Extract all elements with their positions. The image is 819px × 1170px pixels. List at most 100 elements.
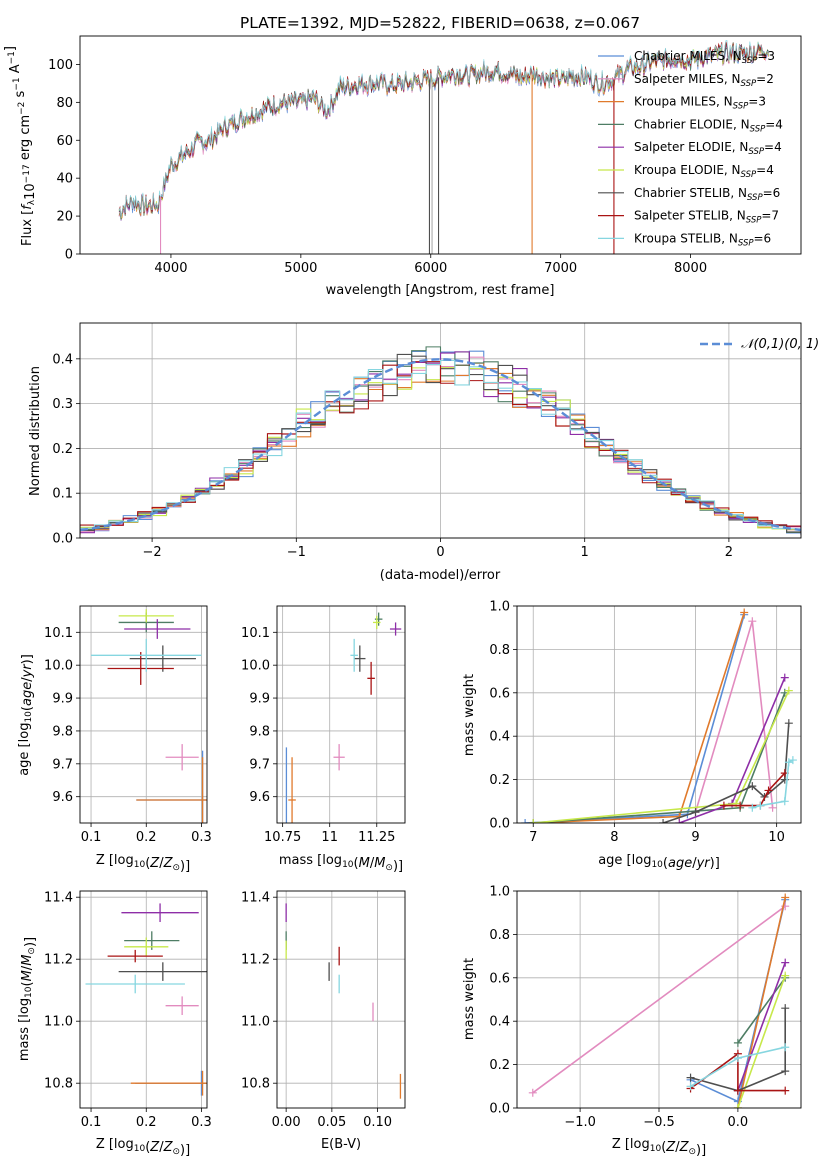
y-tick-label: 40 bbox=[56, 172, 73, 187]
chart-title: PLATE=1392, MJD=52822, FIBERID=0638, z=0… bbox=[240, 14, 640, 32]
series-marker bbox=[733, 1104, 742, 1108]
series-marker bbox=[764, 786, 773, 795]
axes-frame bbox=[79, 890, 208, 1109]
y-tick-label: 10.1 bbox=[241, 626, 270, 641]
y-tick-label: 0.2 bbox=[489, 1058, 510, 1073]
x-tick-label: 9 bbox=[691, 830, 699, 845]
y-tick-label: 10.8 bbox=[241, 1077, 270, 1092]
x-tick-label: −1.0 bbox=[564, 1115, 596, 1130]
plot-area bbox=[285, 612, 402, 823]
x-tick-label: 4000 bbox=[154, 261, 187, 276]
series-line bbox=[525, 614, 745, 823]
histogram-step bbox=[80, 359, 801, 533]
x-tick-label: 0.3 bbox=[191, 1115, 212, 1130]
series-line bbox=[533, 612, 745, 823]
y-tick-label: 11.2 bbox=[44, 953, 73, 968]
x-tick-label: 7000 bbox=[544, 261, 577, 276]
x-tick-label: −2 bbox=[143, 545, 162, 560]
x-axis-label: Z [log10(Z/Z⊙)] bbox=[96, 853, 190, 874]
series-marker bbox=[748, 617, 757, 626]
x-tick-label: 0.3 bbox=[191, 830, 212, 845]
x-tick-label: 0.10 bbox=[363, 1115, 392, 1130]
axes-frame bbox=[79, 322, 802, 539]
axes-frame bbox=[516, 890, 802, 1109]
x-tick-label: −1 bbox=[287, 545, 306, 560]
x-tick-label: −0.5 bbox=[643, 1115, 675, 1130]
y-axis-label: age [log10(age/yr)] bbox=[17, 654, 35, 776]
legend-label: Chabrier ELODIE, NSSP=4 bbox=[634, 117, 783, 134]
x-axis-label: wavelength [Angstrom, rest frame] bbox=[326, 283, 555, 298]
series-marker bbox=[788, 756, 797, 765]
axes-mass-vs-ebv: 0.00 0.05 0.10 10.8 11.0 11.2 11.4 bbox=[241, 890, 406, 1130]
y-axis-label: mass weight bbox=[462, 674, 477, 756]
axes-age-vs-Z: 0.1 0.2 0.3 9.6 9.7 9.8 9.9 10.0 10.1 bbox=[44, 605, 212, 845]
x-axis-label: mass [log10(M/M⊙)] bbox=[279, 853, 403, 874]
y-tick-label: 9.7 bbox=[52, 757, 73, 772]
series-marker bbox=[521, 819, 530, 823]
axes-weight-vs-Z: −1.0 −0.5 0.0 0.0 0.2 0.4 0.6 0.8 1.0 bbox=[489, 885, 802, 1130]
legend-label: Chabrier MILES, NSSP=3 bbox=[634, 49, 775, 66]
y-tick-label: 0.4 bbox=[489, 1015, 510, 1030]
axes-mass-vs-Z: 0.1 0.2 0.3 10.8 11.0 11.2 11.4 bbox=[44, 890, 212, 1130]
x-tick-label: 2 bbox=[725, 545, 733, 560]
y-axis-label: mass weight bbox=[462, 958, 477, 1040]
y-tick-label: 0.2 bbox=[52, 442, 73, 457]
spectrum-line bbox=[118, 40, 769, 217]
series-line bbox=[532, 905, 786, 1094]
y-tick-label: 80 bbox=[56, 96, 73, 111]
series-marker bbox=[529, 819, 538, 823]
series-marker bbox=[768, 803, 777, 812]
plot-area bbox=[521, 608, 797, 823]
axes-age-vs-mass: 10.75 11 11.25 9.6 9.7 9.8 9.9 10.0 10.1 bbox=[241, 605, 406, 845]
x-tick-label: 0.1 bbox=[81, 830, 102, 845]
series-marker bbox=[733, 1054, 742, 1063]
series-marker bbox=[781, 1043, 790, 1052]
x-tick-label: 10.75 bbox=[264, 830, 301, 845]
y-tick-label: 0.8 bbox=[489, 928, 510, 943]
y-tick-label: 20 bbox=[56, 210, 73, 225]
series-marker bbox=[781, 971, 790, 980]
series-marker bbox=[756, 801, 765, 810]
axes-frame bbox=[79, 35, 802, 255]
series-marker bbox=[748, 782, 757, 791]
y-tick-label: 9.9 bbox=[52, 692, 73, 707]
axes-frame bbox=[516, 605, 802, 824]
axes-frame bbox=[79, 605, 208, 824]
x-tick-label: 0 bbox=[436, 545, 444, 560]
y-tick-label: 0.8 bbox=[489, 643, 510, 658]
y-tick-label: 0.3 bbox=[52, 397, 73, 412]
series-marker bbox=[691, 808, 700, 817]
legend-label: Salpeter STELIB, NSSP=7 bbox=[634, 209, 779, 226]
series-marker bbox=[659, 819, 668, 823]
x-tick-label: 0.2 bbox=[136, 1115, 157, 1130]
y-tick-label: 9.6 bbox=[249, 790, 270, 805]
y-tick-label: 0.2 bbox=[489, 773, 510, 788]
y-tick-label: 10.0 bbox=[44, 659, 73, 674]
y-tick-label: 0.6 bbox=[489, 971, 510, 986]
x-tick-label: 0.05 bbox=[317, 1115, 346, 1130]
y-tick-label: 11.4 bbox=[241, 891, 270, 906]
y-tick-label: 10.8 bbox=[44, 1077, 73, 1092]
plot-area bbox=[80, 346, 801, 535]
plot-area bbox=[285, 903, 402, 1099]
plot-area bbox=[528, 893, 790, 1108]
series-marker bbox=[781, 958, 790, 967]
series-marker bbox=[719, 801, 728, 810]
axes-residuals: −2 −1 0 1 2 0.0 0.1 0.2 0.3 0.4 bbox=[52, 322, 802, 560]
y-axis-label: Normed distribution bbox=[28, 366, 43, 496]
x-tick-label: 0.00 bbox=[272, 1115, 301, 1130]
series-marker bbox=[780, 673, 789, 682]
y-tick-label: 0.4 bbox=[489, 730, 510, 745]
x-axis-label: Z [log10(Z/Z⊙)] bbox=[612, 1137, 706, 1158]
x-tick-label: 5000 bbox=[284, 261, 317, 276]
series-line bbox=[533, 692, 786, 823]
series-marker bbox=[781, 1004, 790, 1013]
y-tick-label: 9.8 bbox=[52, 724, 73, 739]
y-tick-label: 0 bbox=[65, 248, 73, 263]
x-axis-label: E(B-V) bbox=[321, 1137, 361, 1152]
series-marker bbox=[784, 686, 793, 695]
y-tick-label: 9.9 bbox=[249, 692, 270, 707]
series-marker bbox=[686, 1073, 695, 1082]
axes-spectrum: 4000 5000 6000 7000 8000 0 20 40 60 80 100 bbox=[48, 35, 802, 276]
